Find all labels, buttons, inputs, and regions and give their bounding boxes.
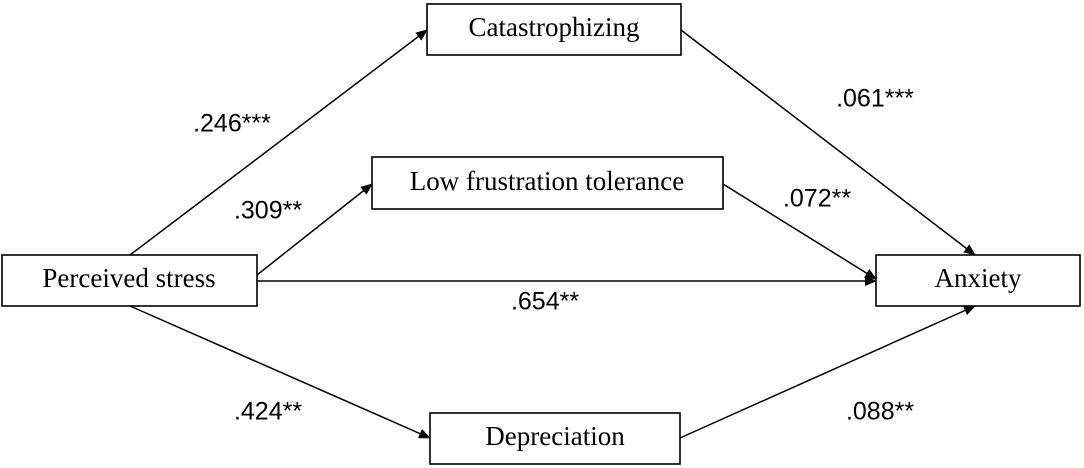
edge-label: .424** xyxy=(234,398,302,426)
arrow xyxy=(680,29,976,256)
node-box xyxy=(875,254,1081,307)
edge-label: .309** xyxy=(234,197,302,225)
node-label: Anxiety xyxy=(935,263,1022,293)
edge-labels: .246*** .309** .654** .424** .061*** .07… xyxy=(193,85,914,426)
arrow xyxy=(256,183,373,276)
edge-label: .246*** xyxy=(193,110,271,138)
edge-label: .061*** xyxy=(836,85,914,113)
edge-label: .654** xyxy=(511,288,579,316)
edge-label: .072** xyxy=(783,185,851,213)
node-label: Perceived stress xyxy=(42,263,215,293)
nodes: Perceived stress Catastrophizing Low fru… xyxy=(1,3,1081,465)
node-box xyxy=(426,3,682,56)
arrow xyxy=(722,183,877,280)
arrow xyxy=(129,29,428,256)
node-label: Catastrophizing xyxy=(469,12,640,42)
edge-label: .088** xyxy=(846,398,914,426)
node-label: Depreciation xyxy=(485,421,625,451)
arrow xyxy=(679,305,976,439)
node-box xyxy=(429,412,681,465)
node-label: Low frustration tolerance xyxy=(410,166,684,196)
arrow xyxy=(129,305,431,439)
node-box xyxy=(1,254,258,307)
node-box xyxy=(371,156,724,210)
arrows xyxy=(129,29,976,439)
